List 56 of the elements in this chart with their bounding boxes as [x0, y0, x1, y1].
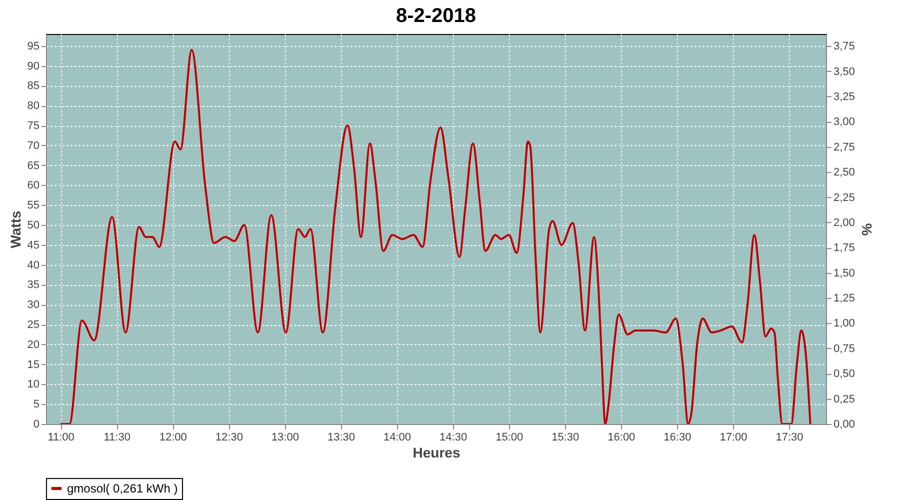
x-tick-label: 16:30 [664, 432, 692, 444]
line-series [60, 48, 812, 424]
y2-tick-label: 3,50 [834, 66, 855, 78]
y2-tick-label: 1,25 [834, 292, 855, 305]
x-tick-label: 17:00 [720, 432, 748, 444]
y2-tick-label: 0,75 [834, 342, 855, 355]
legend-label: gmosol( 0,261 kWh ) [67, 482, 178, 496]
y2-tick-label: 2,50 [834, 166, 855, 179]
x-axis-title: Heures [412, 444, 460, 460]
y-tick-label: 45 [27, 239, 40, 252]
x-tick-label: 12:30 [215, 432, 243, 444]
x-tick-label: 17:30 [776, 432, 804, 444]
y2-tick-label: 0,00 [834, 418, 855, 430]
y-tick-label: 90 [27, 60, 40, 72]
x-tick-label: 11:30 [104, 432, 130, 444]
y2-tick-label: 3,00 [834, 116, 855, 128]
y2-tick-label: 0,25 [834, 393, 855, 406]
y2-tick-label: 3,25 [834, 90, 855, 103]
y2-tick-label: 0,50 [834, 368, 855, 380]
y-axis-title: Watts [7, 210, 24, 248]
y-tick-label: 10 [27, 378, 40, 391]
y2-tick-label: 1,75 [834, 242, 855, 254]
y2-tick-label: 2,25 [834, 192, 855, 204]
y2-tick-label: 3,75 [834, 40, 855, 53]
x-tick-label: 14:00 [384, 432, 412, 444]
y2-tick-label: 2,00 [834, 216, 855, 229]
x-tick-label: 15:00 [496, 432, 524, 444]
y-tick-label: 35 [27, 279, 40, 292]
y2-tick-label: 1,00 [834, 318, 855, 330]
y-tick-label: 15 [27, 358, 40, 371]
chart-title: 8-2-2018 [396, 5, 476, 27]
y-tick-label: 50 [27, 220, 40, 232]
y-tick-label: 20 [27, 338, 40, 351]
y-tick-label: 55 [27, 200, 40, 212]
x-tick-label: 11:00 [48, 432, 74, 444]
y2-axis-title: % [858, 223, 875, 236]
y-tick-label: 65 [27, 160, 40, 172]
y-tick-label: 80 [27, 100, 40, 112]
y-tick-label: 0 [33, 418, 40, 430]
y-tick-label: 60 [27, 180, 40, 192]
x-tick-label: 12:00 [159, 432, 187, 444]
y-tick-label: 25 [27, 319, 40, 332]
x-tick-label: 15:30 [552, 432, 580, 444]
y-tick-label: 70 [27, 140, 40, 152]
y2-tick-label: 1,50 [834, 267, 855, 280]
x-tick-label: 13:00 [271, 432, 299, 444]
y-tick-label: 30 [27, 299, 40, 312]
y2-tick-label: 2,75 [834, 141, 855, 154]
x-tick-label: 13:30 [327, 432, 356, 444]
y-tick-label: 75 [27, 120, 40, 132]
y-tick-label: 85 [27, 80, 40, 92]
x-tick-label: 16:00 [608, 432, 636, 444]
y-tick-label: 5 [33, 398, 40, 411]
y-tick-label: 40 [27, 259, 40, 272]
x-tick-label: 14:30 [440, 432, 468, 444]
y-tick-label: 95 [27, 40, 40, 52]
